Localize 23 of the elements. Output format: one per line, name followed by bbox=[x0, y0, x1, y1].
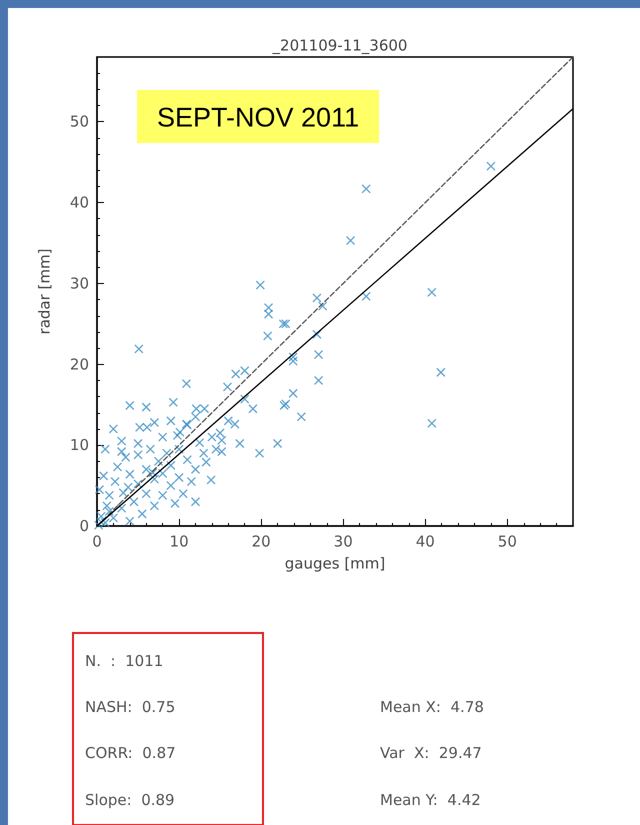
x-tick-label: 40 bbox=[416, 532, 435, 550]
chart-title: _201109-11_3600 bbox=[272, 36, 408, 54]
text: NASH: 0.75 bbox=[85, 698, 176, 716]
text: Mean Y: 4.42 bbox=[380, 791, 481, 809]
y-axis-title: radar [mm] bbox=[36, 248, 54, 334]
x-axis-title: gauges [mm] bbox=[284, 554, 386, 572]
text: CORR: 0.87 bbox=[85, 744, 176, 762]
x-tick-label: 30 bbox=[334, 532, 353, 550]
text: Mean X: 4.78 bbox=[380, 698, 484, 716]
x-tick-label: 0 bbox=[92, 532, 102, 550]
y-tick-label: 40 bbox=[70, 194, 89, 212]
text: N. : 1011 bbox=[85, 652, 164, 670]
y-tick-label: 50 bbox=[70, 112, 89, 131]
y-tick-label: 30 bbox=[70, 274, 89, 292]
annotation: SEPT-NOV 2011 bbox=[157, 102, 360, 132]
text: Var X: 29.47 bbox=[380, 744, 482, 762]
y-tick-label: 10 bbox=[70, 436, 89, 454]
x-tick-label: 50 bbox=[498, 532, 517, 550]
x-tick-label: 20 bbox=[252, 532, 271, 550]
text: Slope: 0.89 bbox=[85, 791, 175, 809]
y-tick-label: 0 bbox=[79, 517, 89, 535]
x-tick-label: 10 bbox=[170, 532, 189, 550]
y-tick-label: 20 bbox=[70, 355, 89, 374]
